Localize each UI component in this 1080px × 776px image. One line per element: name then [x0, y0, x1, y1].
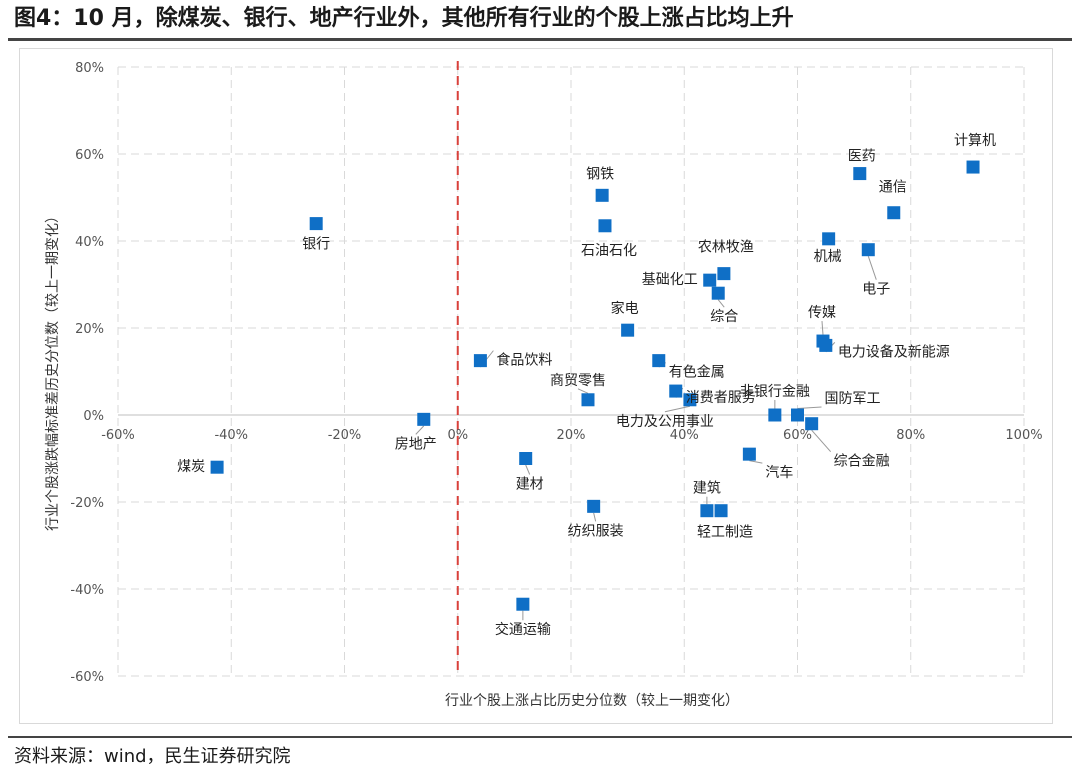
leader-line — [415, 425, 425, 435]
source-note: 资料来源：wind，民生证券研究院 — [14, 746, 291, 767]
point-label: 纺织服装 — [568, 523, 624, 539]
data-point — [853, 167, 867, 181]
point-label: 综合金融 — [834, 454, 890, 470]
point-label: 非银行金融 — [740, 384, 810, 400]
leader-line — [867, 256, 877, 280]
point-label: 消费者服务 — [686, 390, 756, 406]
x-tick-label: -20% — [328, 428, 362, 443]
point-label: 通信 — [879, 180, 907, 196]
data-point — [717, 267, 731, 281]
point-label: 农林牧渔 — [698, 240, 754, 256]
data-point — [703, 273, 717, 287]
point-label: 交通运输 — [495, 621, 551, 638]
y-tick-label: 0% — [83, 409, 104, 424]
x-tick-label: 100% — [1005, 428, 1042, 443]
data-point — [621, 323, 635, 337]
data-point — [819, 338, 833, 352]
chart-title: 图4：10 月，除煤炭、银行、地产行业外，其他所有行业的个股上涨占比均上升 — [14, 6, 794, 31]
point-label: 石油石化 — [581, 243, 637, 259]
point-label: 银行 — [302, 237, 330, 253]
point-label: 机械 — [814, 249, 842, 265]
point-label: 房地产 — [395, 436, 437, 452]
data-point — [473, 354, 487, 368]
x-tick-label: -60% — [101, 428, 135, 443]
x-tick-label: -40% — [214, 428, 248, 443]
x-tick-label: 80% — [896, 428, 925, 443]
y-tick-label: -60% — [70, 670, 104, 685]
data-point — [700, 504, 714, 518]
y-axis-label: 行业个股涨跌幅标准差历史分位数（较上一期变化） — [45, 209, 61, 531]
data-point — [595, 188, 609, 202]
point-label: 电力及公用事业 — [616, 414, 714, 430]
data-point — [822, 232, 836, 246]
point-label: 食品饮料 — [496, 352, 552, 369]
data-point — [791, 408, 804, 422]
leader-line — [717, 299, 725, 308]
y-tick-label: -40% — [70, 583, 104, 598]
x-tick-label: 40% — [670, 428, 699, 443]
y-tick-label: 40% — [75, 235, 104, 250]
y-tick-label: -20% — [70, 496, 104, 511]
data-point — [711, 286, 725, 300]
point-label: 有色金属 — [669, 364, 725, 381]
leader-line — [811, 429, 832, 453]
point-label: 传媒 — [808, 305, 836, 321]
tick-labels: -60% -40% -20% 0% 20% 40% 60% 80% 100% -60% -40% -2… — [70, 61, 1042, 685]
point-label: 国防军工 — [825, 391, 881, 407]
data-points — [210, 160, 980, 611]
data-point — [581, 393, 595, 407]
x-tick-label: 0% — [447, 428, 468, 443]
title-divider — [8, 38, 1072, 41]
data-point — [887, 206, 901, 220]
leader-line — [749, 460, 763, 464]
data-point — [417, 412, 431, 426]
chart-frame — [19, 48, 1053, 724]
data-point — [714, 504, 728, 518]
data-point — [861, 243, 875, 257]
data-point — [210, 460, 224, 474]
point-label: 建筑 — [693, 481, 721, 497]
leader-line — [797, 406, 822, 409]
x-tick-label: 20% — [557, 428, 586, 443]
x-axis-label: 行业个股上涨占比历史分位数（较上一期变化） — [445, 693, 739, 709]
data-point — [309, 217, 323, 231]
y-tick-label: 60% — [75, 148, 104, 163]
data-point — [669, 384, 683, 398]
data-point — [598, 219, 612, 233]
point-label: 计算机 — [954, 133, 996, 149]
x-tick-label: 60% — [783, 428, 812, 443]
point-label: 商贸零售 — [550, 373, 606, 389]
point-label: 钢铁 — [586, 166, 614, 182]
grid-lines — [117, 66, 1025, 677]
point-label: 电力设备及新能源 — [838, 343, 950, 360]
data-point — [805, 417, 819, 431]
data-point — [683, 393, 697, 407]
data-point — [966, 160, 980, 174]
point-label: 汽车 — [765, 464, 793, 481]
point-label: 基础化工 — [642, 271, 698, 288]
point-label: 家电 — [611, 300, 639, 317]
data-point — [587, 499, 601, 513]
leader-line — [821, 321, 824, 335]
y-tick-label: 80% — [75, 61, 104, 76]
point-label: 电子 — [862, 282, 890, 298]
y-tick-label: 20% — [75, 322, 104, 337]
leader-line — [577, 388, 589, 394]
data-point — [516, 597, 530, 611]
data-point — [652, 354, 666, 368]
point-label: 建材 — [516, 477, 544, 493]
data-point — [742, 447, 756, 461]
point-label: 轻工制造 — [697, 525, 753, 541]
point-label: 综合 — [710, 309, 738, 325]
leader-line — [664, 405, 691, 413]
leader-line — [593, 512, 597, 522]
leader-line — [525, 464, 531, 475]
footer-divider — [8, 736, 1072, 738]
data-point — [519, 452, 533, 465]
point-label: 医药 — [848, 149, 876, 165]
data-point — [768, 408, 782, 422]
point-label: 煤炭 — [177, 459, 205, 475]
